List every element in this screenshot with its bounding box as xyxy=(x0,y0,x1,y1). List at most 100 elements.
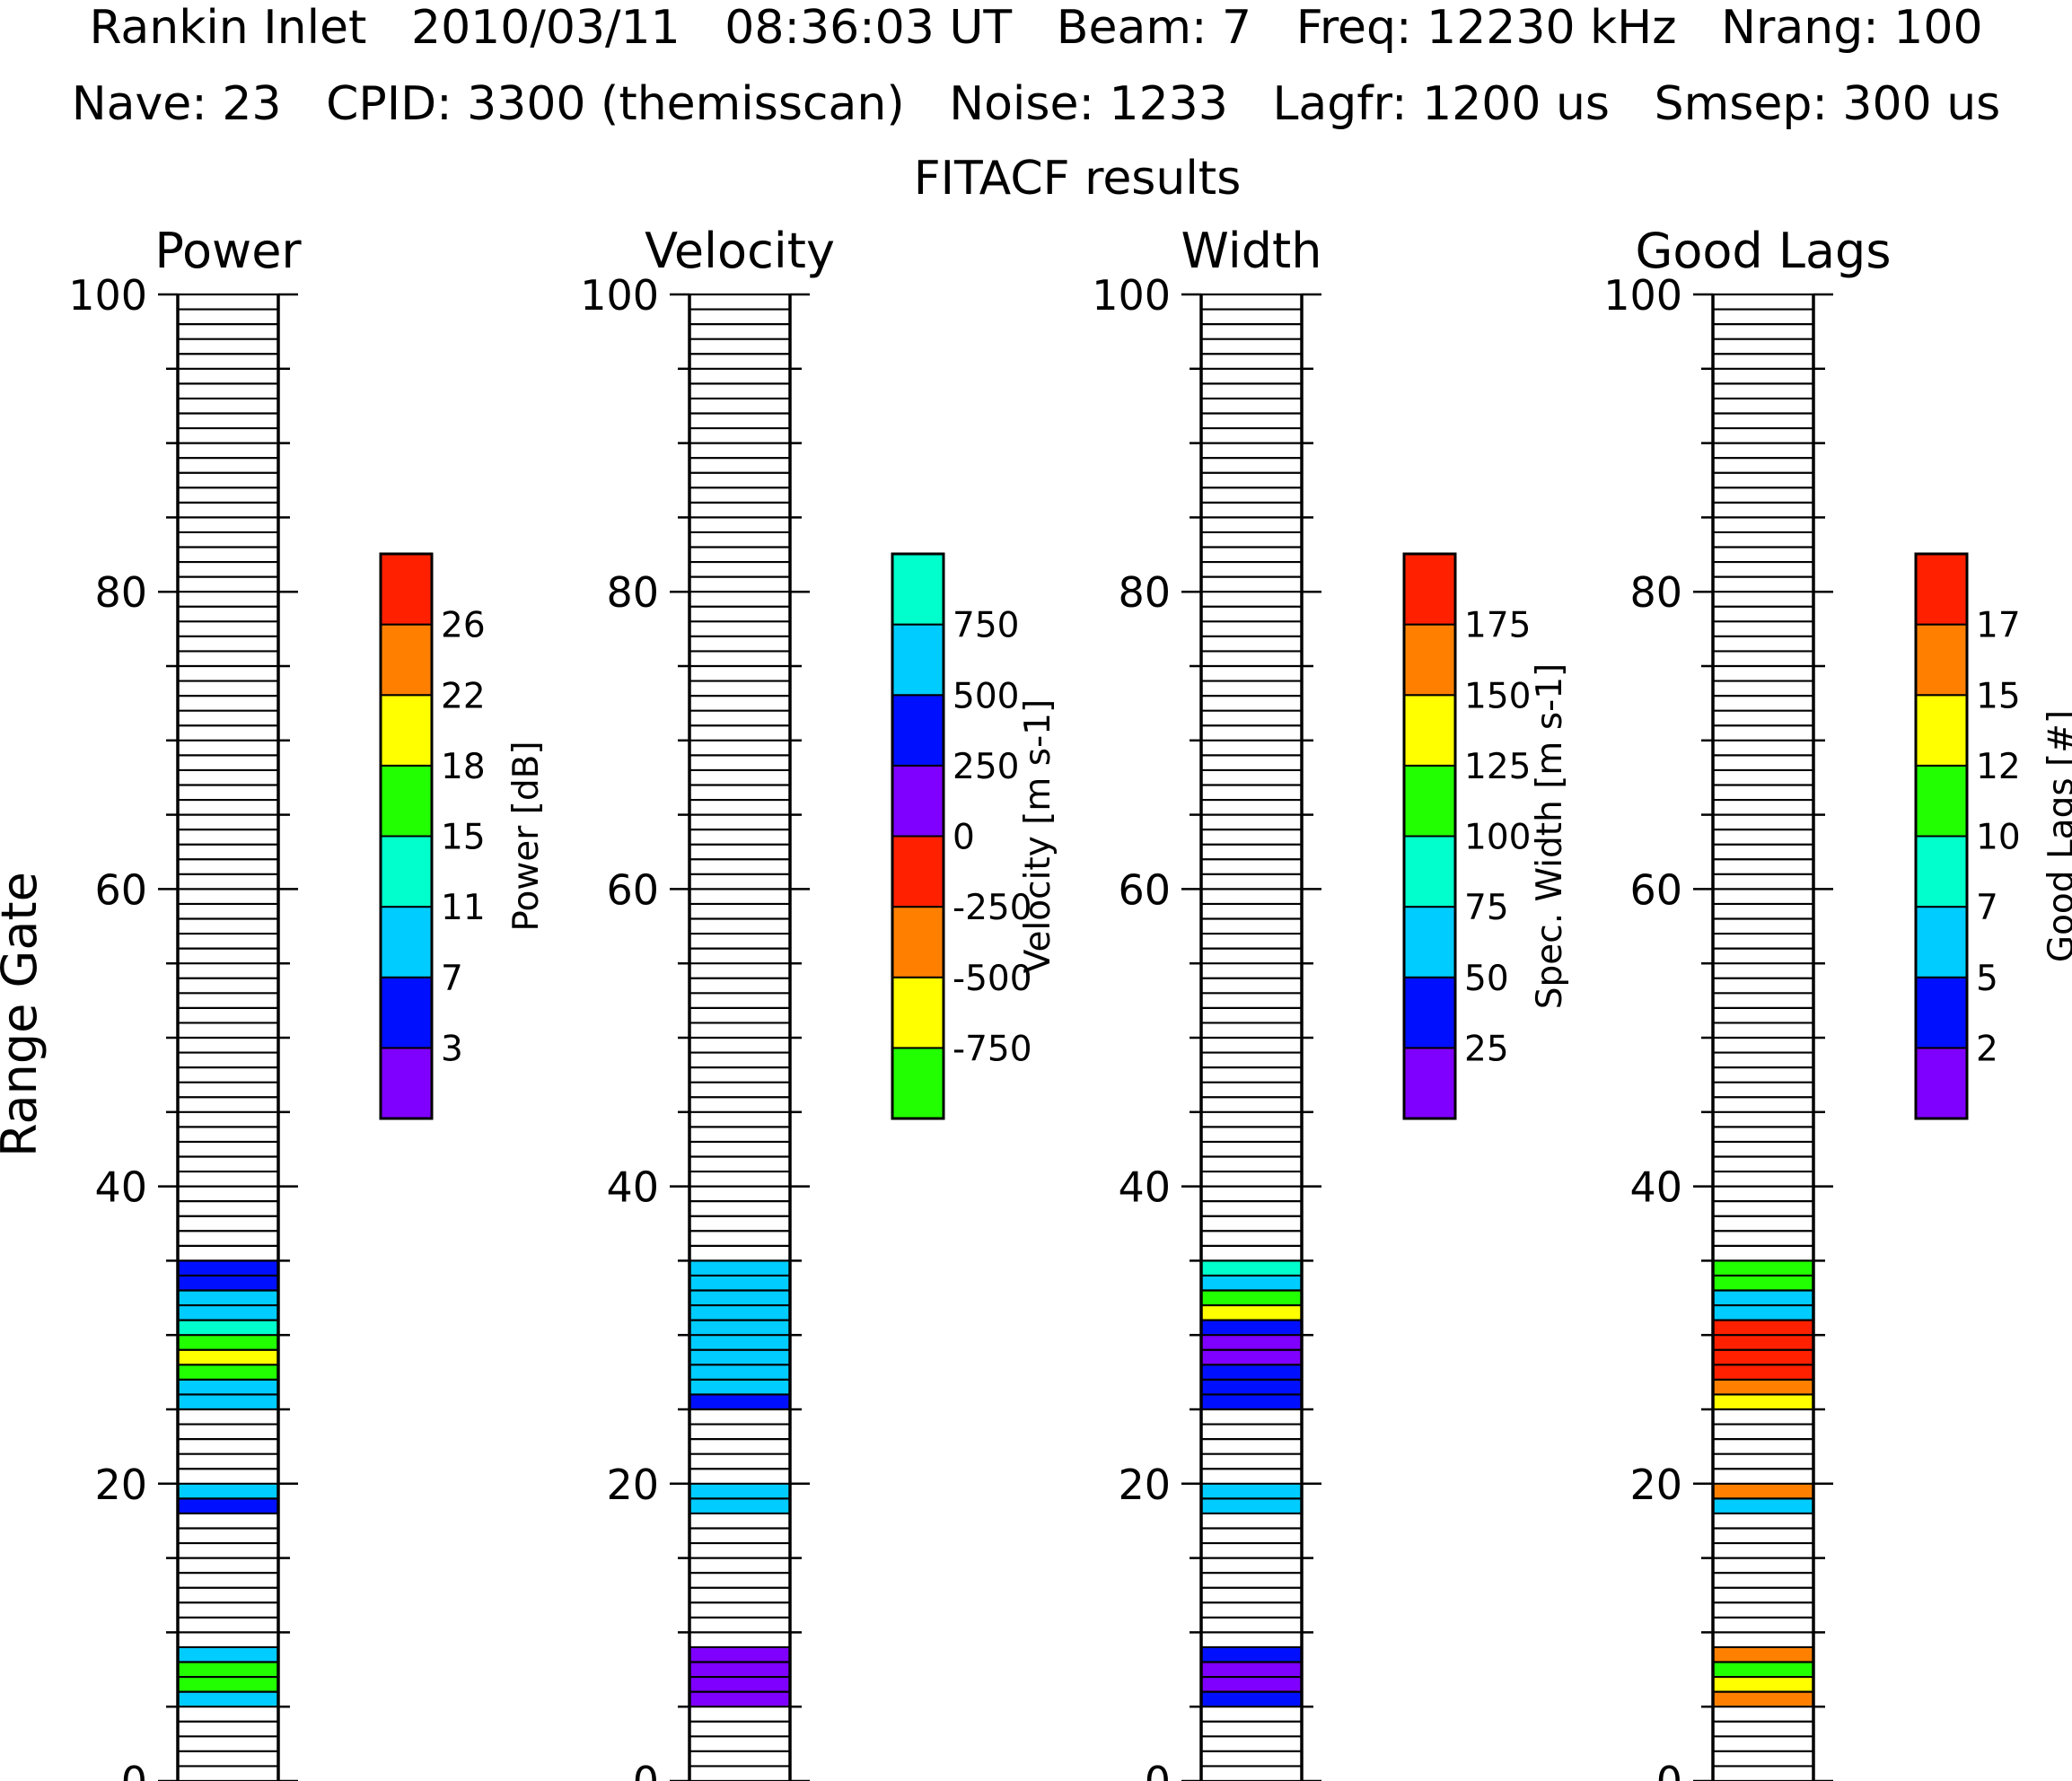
gate-cell xyxy=(1713,1335,1813,1350)
gate-cell xyxy=(689,1335,790,1350)
gate-cell xyxy=(1201,1349,1302,1365)
colorbar-swatch xyxy=(380,1047,433,1119)
gate-cell xyxy=(689,1260,790,1276)
colorbar-tick-label: -250 xyxy=(953,888,1032,928)
gate-cell xyxy=(1201,1394,1302,1409)
header-line1: Rankin Inlet 2010/03/11 08:36:03 UT Beam… xyxy=(89,1,1982,55)
colorbar-tick-label: 15 xyxy=(441,818,486,858)
gate-cell xyxy=(178,1290,278,1306)
colorbar-label-width: Spec. Width [m s-1] xyxy=(1530,663,1570,1009)
gate-cell xyxy=(1201,1646,1302,1663)
y-tick-label: 60 xyxy=(1629,865,1682,914)
colorbar-frame xyxy=(1914,552,1969,1120)
gate-cell xyxy=(1713,1394,1813,1409)
colorbar-swatch xyxy=(891,835,944,908)
gate-cell xyxy=(689,1691,790,1707)
gate-cell xyxy=(178,1364,278,1380)
gate-cell xyxy=(689,1379,790,1395)
gate-cell xyxy=(1201,1290,1302,1306)
y-tick-label: 100 xyxy=(580,271,659,320)
y-tick-label: 20 xyxy=(1118,1461,1171,1509)
gate-cell xyxy=(1713,1275,1813,1291)
y-tick-label: 80 xyxy=(1118,568,1171,617)
gate-cell xyxy=(1201,1691,1302,1707)
gate-cell xyxy=(178,1379,278,1395)
colorbar-tick-label: 125 xyxy=(1464,747,1531,787)
panels-container: Power020406080100371115182226Power [dB]V… xyxy=(68,223,2072,1781)
colorbar-swatch xyxy=(380,835,433,908)
y-tick-label: 40 xyxy=(1118,1163,1171,1212)
colorbar-tick-label: 500 xyxy=(953,676,1019,716)
colorbar-swatch xyxy=(1403,623,1456,697)
colorbar-tick-label: 150 xyxy=(1464,676,1531,716)
colorbar-swatch xyxy=(380,694,433,767)
colorbar-swatch xyxy=(1915,906,1968,978)
gate-cell xyxy=(689,1662,790,1678)
gate-cell xyxy=(1713,1379,1813,1395)
colorbar-tick-label: 26 xyxy=(441,606,486,646)
colorbar-swatch xyxy=(1403,764,1456,838)
gate-cell xyxy=(1201,1260,1302,1276)
y-tick-label: 100 xyxy=(1603,271,1682,320)
gate-cell xyxy=(178,1260,278,1276)
colorbar-tick-label: 100 xyxy=(1464,818,1531,858)
gate-cell xyxy=(1201,1364,1302,1380)
colorbar-swatch xyxy=(1915,553,1968,626)
gate-cell xyxy=(1713,1483,1813,1499)
y-tick-label: 20 xyxy=(1629,1461,1682,1509)
colorbar-tick-label: 12 xyxy=(1976,747,2021,787)
colorbar-tick-label: 50 xyxy=(1464,959,1509,999)
colorbar-swatch xyxy=(1915,976,1968,1049)
gate-cell xyxy=(1713,1349,1813,1365)
gate-cell xyxy=(1713,1662,1813,1678)
gate-cell xyxy=(1713,1260,1813,1276)
y-tick-label: 80 xyxy=(606,568,659,617)
gate-cell xyxy=(689,1349,790,1365)
gate-cell xyxy=(689,1275,790,1291)
y-tick-label: 40 xyxy=(606,1163,659,1212)
colorbar-good-lags: 2 5 7 10 12 15 17 Good Lags [#] xyxy=(1914,552,2072,1120)
colorbar-swatch xyxy=(891,764,944,838)
gate-cell xyxy=(1201,1498,1302,1513)
panel-title-power: Power xyxy=(154,223,302,279)
panel-good-lags: Good Lags 0 20 40 60 80 100 2 5 7 10 12 15 17 Good Lag… xyxy=(1603,223,2072,1781)
gate-cell xyxy=(178,1335,278,1350)
colorbar-tick-label: -750 xyxy=(953,1029,1032,1069)
gate-cell xyxy=(178,1305,278,1320)
colorbar-tick-label: 18 xyxy=(441,747,486,787)
gate-cell xyxy=(1713,1305,1813,1320)
gate-cell xyxy=(178,1646,278,1663)
y-tick-label: 40 xyxy=(94,1163,147,1212)
y-tick-label: 0 xyxy=(1145,1758,1171,1781)
colorbar-swatch xyxy=(1915,694,1968,767)
y-tick-label: 40 xyxy=(1629,1163,1682,1212)
y-tick-label: 80 xyxy=(94,568,147,617)
gate-cell xyxy=(689,1320,790,1336)
colorbar-tick-label: 3 xyxy=(441,1029,463,1069)
colorbar-swatch xyxy=(1403,694,1456,767)
gate-cell xyxy=(689,1305,790,1320)
colorbar-swatch xyxy=(1915,764,1968,838)
colorbar-tick-label: 5 xyxy=(1976,959,1998,999)
gate-cell xyxy=(1201,1379,1302,1395)
panel-title-good-lags: Good Lags xyxy=(1636,223,1892,279)
colorbar-swatch xyxy=(891,976,944,1049)
gate-cell xyxy=(1201,1275,1302,1291)
gate-cell xyxy=(178,1275,278,1291)
y-tick-label: 20 xyxy=(94,1461,147,1509)
gate-cell xyxy=(689,1646,790,1663)
y-tick-label: 60 xyxy=(94,865,147,914)
colorbar-swatch xyxy=(1915,835,1968,908)
colorbar-tick-label: 75 xyxy=(1464,888,1509,928)
colorbar-swatch xyxy=(380,906,433,978)
gate-cell xyxy=(1201,1320,1302,1336)
colorbar-swatch xyxy=(891,694,944,767)
panel-width: Width 0 20 40 60 80 100 25 50 75 100 125 150 175 Spec.… xyxy=(1092,223,1570,1781)
colorbar-frame xyxy=(1402,552,1457,1120)
colorbar-swatch xyxy=(1403,553,1456,626)
colorbar-velocity: -750 -500 -250 0 250 500 750 Velocity [m s-1] xyxy=(891,552,1058,1120)
colorbar-label-velocity: Velocity [m s-1] xyxy=(1018,699,1058,973)
y-tick-label: 100 xyxy=(68,271,147,320)
colorbar-tick-label: -500 xyxy=(953,959,1032,999)
